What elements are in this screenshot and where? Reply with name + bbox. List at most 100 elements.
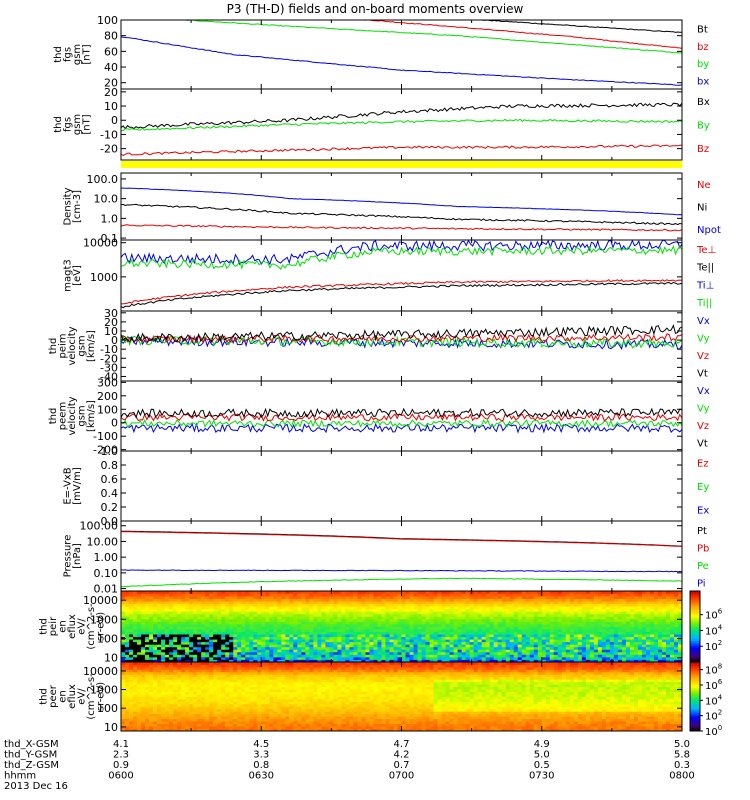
spectrogram-cell xyxy=(605,626,611,630)
spectrogram-cell xyxy=(461,723,467,727)
spectrogram-cell xyxy=(517,654,523,658)
spectrogram-cell xyxy=(389,644,394,648)
spectrogram-cell xyxy=(397,591,402,594)
spectrogram-cell xyxy=(637,644,643,648)
spectrogram-cell xyxy=(389,623,394,627)
spectrogram-cell xyxy=(289,608,294,612)
spectrogram-cell xyxy=(421,644,426,648)
spectrogram-cell xyxy=(425,631,430,635)
spectrogram-cell xyxy=(401,656,406,660)
spectrogram-cell xyxy=(437,726,442,729)
spectrogram-cell xyxy=(133,601,138,605)
spectrogram-cell xyxy=(521,659,527,663)
spectrogram-cell xyxy=(453,626,458,630)
spectrogram-cell xyxy=(329,616,334,620)
spectrogram-cell xyxy=(481,626,487,630)
y-axis-label: fgs xyxy=(62,47,73,62)
spectrogram-cell xyxy=(573,618,579,622)
spectrogram-cell xyxy=(557,626,563,630)
spectrogram-cell xyxy=(585,613,591,617)
spectrogram-cell xyxy=(277,646,282,650)
spectrogram-cell xyxy=(373,621,378,625)
spectrogram-cell xyxy=(349,726,354,729)
spectrogram-cell xyxy=(429,621,434,625)
spectrogram-cell xyxy=(433,646,438,650)
spectrogram-cell xyxy=(185,611,190,615)
spectrogram-cell xyxy=(629,631,635,635)
spectrogram-cell xyxy=(153,603,158,607)
spectrogram-cell xyxy=(557,726,563,729)
spectrogram-cell xyxy=(357,656,362,660)
spectrogram-cell xyxy=(173,646,178,650)
spectrogram-cell xyxy=(665,646,671,650)
spectrogram-cell xyxy=(133,603,138,607)
spectrogram-cell xyxy=(565,639,571,643)
spectrogram-cell xyxy=(269,621,274,625)
spectrogram-cell xyxy=(545,626,551,630)
spectrogram-cell xyxy=(577,621,583,625)
spectrogram-cell xyxy=(441,634,446,638)
spectrogram-cell xyxy=(317,623,322,627)
spectrogram-cell xyxy=(301,721,306,724)
spectrogram-cell xyxy=(485,631,491,635)
spectrogram-cell xyxy=(145,646,150,650)
spectrogram-cell xyxy=(641,651,647,655)
spectrogram-cell xyxy=(473,616,479,620)
spectrogram-cell xyxy=(669,634,675,638)
spectrogram-cell xyxy=(541,726,547,729)
spectrogram-cell xyxy=(409,651,414,655)
spectrogram-cell xyxy=(493,726,499,729)
spectrogram-cell xyxy=(309,593,314,597)
spectrogram-cell xyxy=(229,613,234,617)
spectrogram-cell xyxy=(465,591,471,594)
spectrogram-cell xyxy=(181,623,186,627)
colorbar-segment xyxy=(690,591,700,594)
spectrogram-cell xyxy=(601,613,607,617)
spectrogram-cell xyxy=(325,649,330,653)
spectrogram-cell xyxy=(429,721,434,724)
spectrogram-cell xyxy=(125,629,130,632)
spectrogram-cell xyxy=(305,644,310,648)
spectrogram-cell xyxy=(133,723,138,727)
series-line-by xyxy=(120,118,683,132)
spectrogram-cell xyxy=(621,629,627,632)
spectrogram-cell xyxy=(293,651,298,655)
spectrogram-cell xyxy=(513,728,519,732)
spectrogram-cell xyxy=(317,641,322,645)
spectrogram-cell xyxy=(321,726,326,729)
spectrogram-cell xyxy=(233,726,238,729)
spectrogram-cell xyxy=(493,644,499,648)
spectrogram-cell xyxy=(545,639,551,643)
spectrogram-cell xyxy=(137,641,142,645)
spectrogram-cell xyxy=(145,651,150,655)
spectrogram-cell xyxy=(509,659,515,663)
spectrogram-cell xyxy=(285,659,290,663)
spectrogram-cell xyxy=(381,649,386,653)
spectrogram-cell xyxy=(357,726,362,729)
spectrogram-cell xyxy=(137,656,142,660)
spectrogram-cell xyxy=(625,629,631,632)
spectrogram-cell xyxy=(221,721,226,724)
spectrogram-cell xyxy=(149,641,154,645)
spectrogram-cell xyxy=(257,629,262,632)
spectrogram-cell xyxy=(305,646,310,650)
spectrogram-cell xyxy=(393,616,398,620)
spectrogram-cell xyxy=(329,651,334,655)
spectrogram-cell xyxy=(197,591,202,594)
spectrogram-cell xyxy=(569,641,575,645)
spectrogram-cell xyxy=(437,631,442,635)
spectrogram-cell xyxy=(581,593,587,597)
spectrogram-cell xyxy=(625,631,631,635)
spectrogram-cell xyxy=(541,631,547,635)
spectrogram-cell xyxy=(537,611,543,615)
spectrogram-cell xyxy=(649,606,655,610)
spectrogram-cell xyxy=(369,721,374,724)
y-axis-label: [km/s] xyxy=(86,330,97,362)
spectrogram-cell xyxy=(353,621,358,625)
spectrogram-cell xyxy=(241,601,246,605)
spectrogram-cell xyxy=(181,649,186,653)
spectrogram-cell xyxy=(237,649,242,653)
spectrogram-cell xyxy=(361,603,366,607)
spectrogram-cell xyxy=(525,644,531,648)
spectrogram-cell xyxy=(221,651,226,655)
